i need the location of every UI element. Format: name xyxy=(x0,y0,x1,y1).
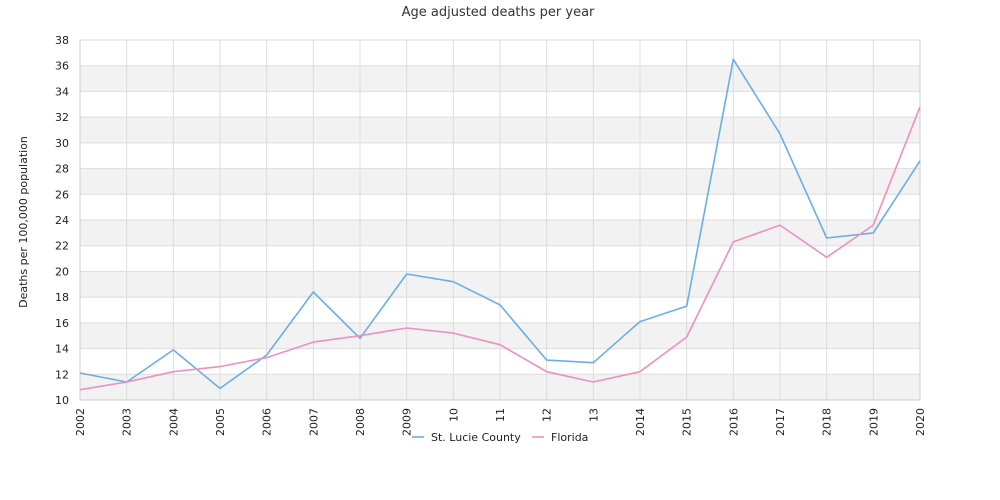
x-tick-label: 12 xyxy=(541,408,554,422)
x-tick-label: 2008 xyxy=(354,408,367,436)
chart-title: Age adjusted deaths per year xyxy=(402,5,595,20)
legend-item-st-lucie-county[interactable]: St. Lucie County xyxy=(412,431,521,444)
y-tick-label: 16 xyxy=(55,317,69,330)
x-tick-label: 2004 xyxy=(167,408,180,436)
y-tick-label: 20 xyxy=(55,265,69,278)
legend-label: Florida xyxy=(551,431,588,444)
x-axis-ticks: 2002 2003 2004 2005 2006 2007 2008 2009 10 11 12 13… xyxy=(74,408,927,436)
x-tick-label: 2005 xyxy=(214,408,227,436)
x-tick-label: 2017 xyxy=(774,408,787,436)
x-tick-label: 2007 xyxy=(307,408,320,436)
x-tick-label: 2006 xyxy=(261,408,274,436)
y-tick-label: 36 xyxy=(55,60,69,73)
y-axis-title: Deaths per 100,000 population xyxy=(17,136,30,308)
legend-label: St. Lucie County xyxy=(431,431,521,444)
legend[interactable]: St. Lucie County Florida xyxy=(412,431,588,444)
x-tick-label: 2019 xyxy=(867,408,880,436)
y-axis-ticks: 10 12 14 16 18 20 22 24 26 28 30 32 34 36 38 xyxy=(55,34,69,407)
x-tick-label: 2015 xyxy=(681,408,694,436)
x-tick-label: 2014 xyxy=(634,408,647,436)
y-tick-label: 34 xyxy=(55,85,69,98)
series-line-florida xyxy=(79,106,921,391)
y-tick-label: 12 xyxy=(55,368,69,381)
y-tick-label: 30 xyxy=(55,137,69,150)
y-tick-label: 10 xyxy=(55,394,69,407)
y-tick-label: 18 xyxy=(55,291,69,304)
series-lines xyxy=(79,58,921,391)
y-tick-label: 28 xyxy=(55,163,69,176)
y-tick-label: 26 xyxy=(55,188,69,201)
x-tick-label: 11 xyxy=(494,408,507,422)
x-tick-label: 2020 xyxy=(914,408,927,436)
x-tick-label: 2009 xyxy=(401,408,414,436)
x-tick-label: 2002 xyxy=(74,408,87,436)
y-tick-label: 14 xyxy=(55,343,69,356)
x-tick-label: 2003 xyxy=(121,408,134,436)
x-tick-label: 2016 xyxy=(727,408,740,436)
series-line-st-lucie-county xyxy=(79,58,921,390)
x-tick-label: 13 xyxy=(587,408,600,422)
x-tick-label: 10 xyxy=(447,408,460,422)
y-tick-label: 32 xyxy=(55,111,69,124)
x-tick-label: 2018 xyxy=(821,408,834,436)
y-tick-label: 24 xyxy=(55,214,69,227)
y-tick-label: 22 xyxy=(55,240,69,253)
x-gridlines xyxy=(79,40,921,401)
y-tick-label: 38 xyxy=(55,34,69,47)
legend-item-florida[interactable]: Florida xyxy=(532,431,588,444)
